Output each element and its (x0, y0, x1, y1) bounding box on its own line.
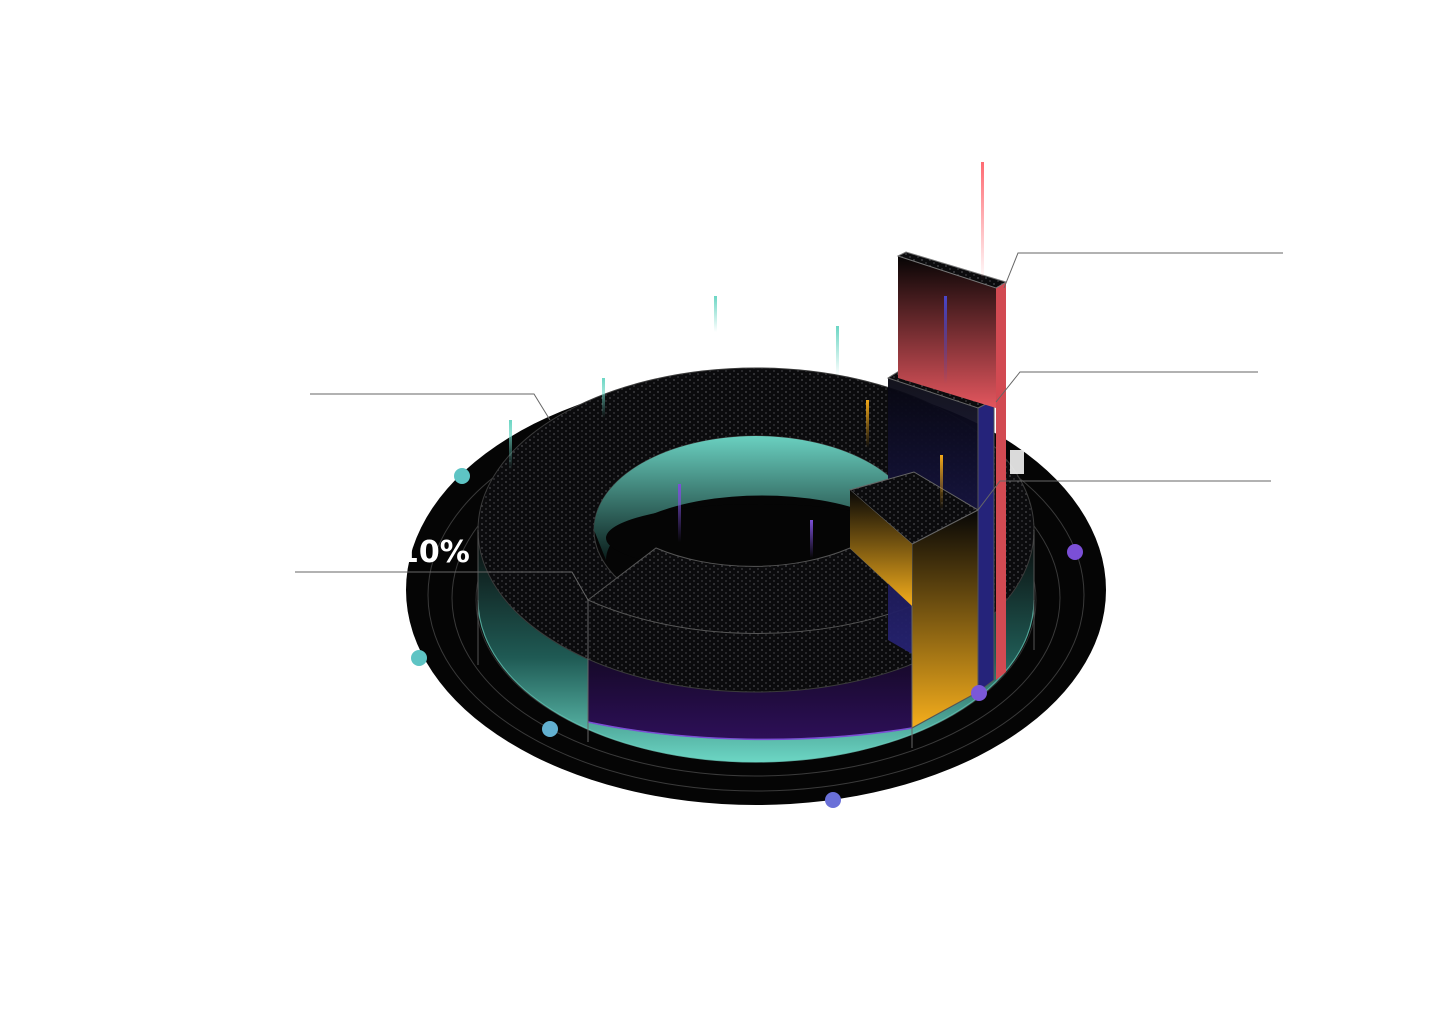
label-fragment-white-block (1010, 450, 1024, 474)
leader-line-purple (295, 571, 589, 601)
dot-marker (411, 650, 427, 666)
dot-marker (454, 468, 470, 484)
slice-teal-wall-edge (477, 599, 1035, 763)
leader-line-navy (995, 371, 1258, 403)
spike-orange (940, 455, 943, 510)
slice-orange-front-overlay (911, 509, 979, 729)
donut-hole-wall (594, 436, 918, 560)
spike-teal (714, 296, 717, 332)
spike-purple (810, 520, 813, 558)
spike-navy (944, 296, 947, 384)
leader-line-red (1003, 252, 1283, 289)
dot-marker (542, 721, 558, 737)
slice-navy-side (977, 399, 995, 693)
slice-purple-bottom-edge (587, 721, 913, 741)
dot-marker (1067, 544, 1083, 560)
slice-label-purple: 10% (398, 535, 470, 570)
spike-red (981, 162, 984, 282)
spike-teal (836, 326, 839, 376)
leader-line-orange (977, 480, 1271, 511)
spike-teal (509, 420, 512, 470)
spike-purple (678, 484, 681, 542)
dot-marker (971, 685, 987, 701)
spike-teal (602, 378, 605, 418)
dot-marker (825, 792, 841, 808)
spike-orange (866, 400, 869, 448)
slice-orange-left-wall (850, 490, 912, 606)
leader-line-teal (310, 393, 551, 421)
